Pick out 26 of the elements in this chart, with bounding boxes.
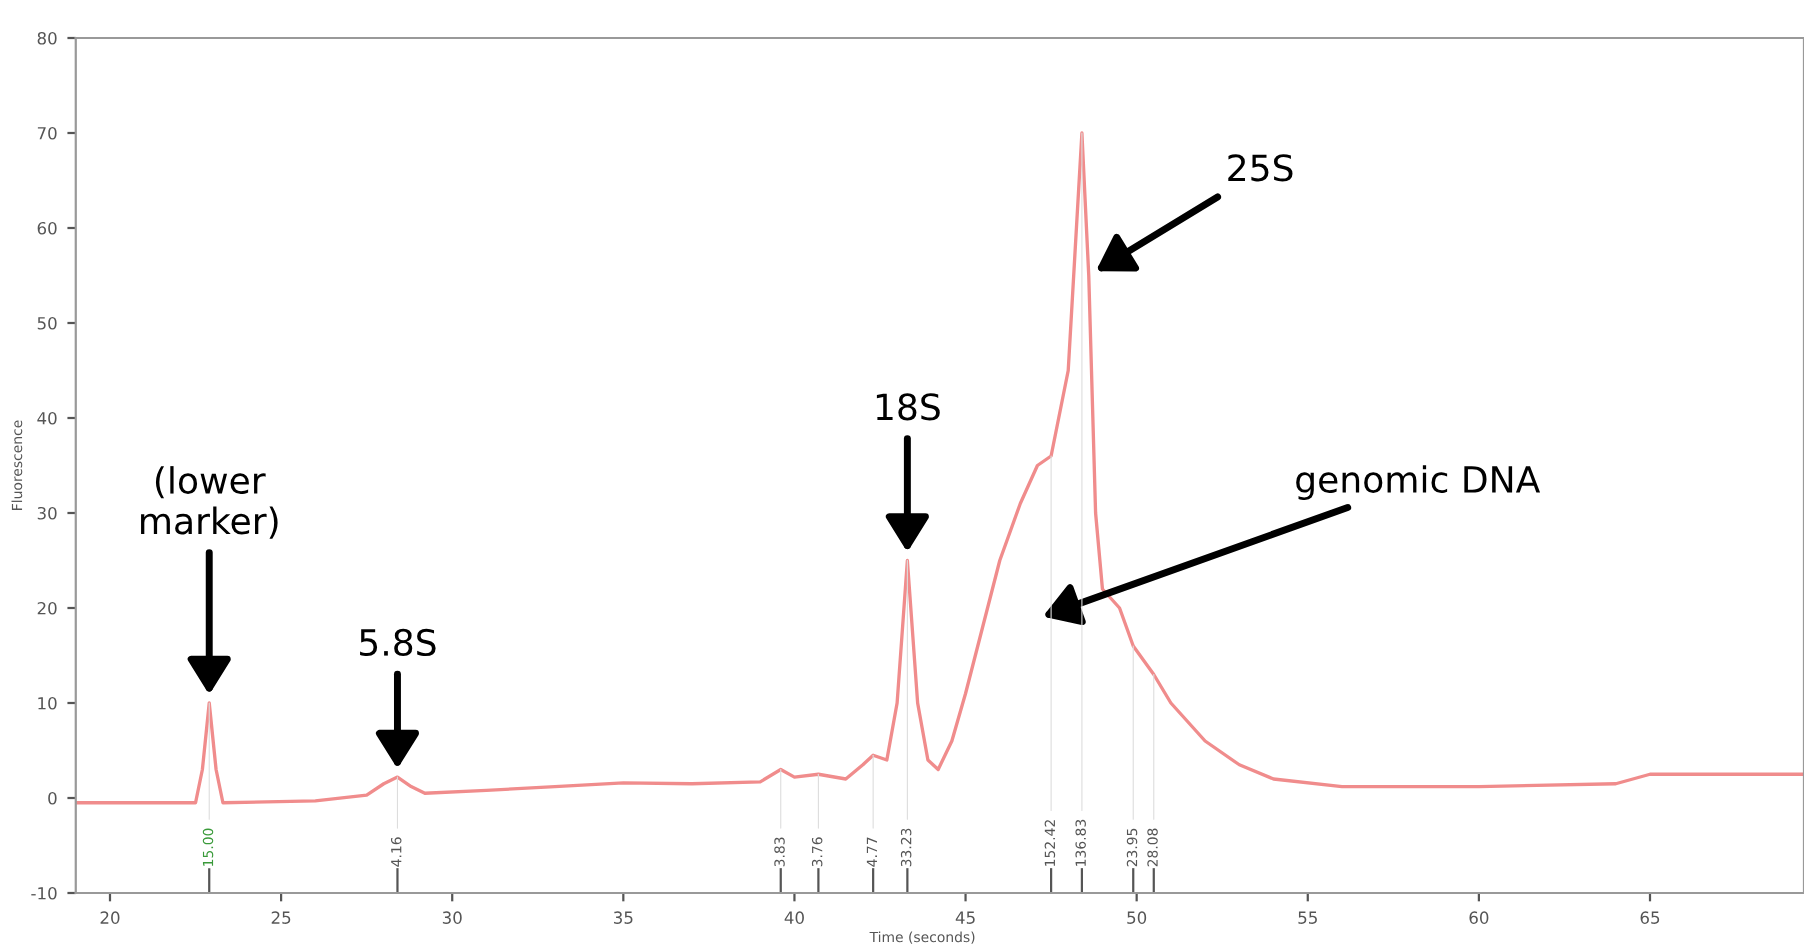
y-tick-label: 60 [37, 221, 57, 235]
x-tick-label: 60 [1469, 911, 1489, 924]
y-tick-label: 30 [37, 506, 57, 520]
x-tick-label: 40 [784, 911, 804, 924]
annotation: 5.8S [360, 628, 436, 657]
y-tick-label: 40 [37, 411, 57, 425]
annotation: genomic DNA [1296, 465, 1541, 501]
line-series [75, 131, 1804, 805]
y-tick-label: 0 [48, 791, 57, 805]
annotation: (lower marker) [141, 466, 278, 539]
x-tick-label: 30 [442, 911, 462, 924]
y-tick-label: 50 [37, 316, 57, 330]
y-tick-label: 70 [37, 126, 57, 140]
x-tick-label: 55 [1298, 911, 1317, 924]
y-tick-label: -10 [31, 886, 57, 900]
x-tick-label: 35 [613, 911, 633, 924]
x-tick-label: 20 [100, 911, 120, 924]
x-tick-label: 65 [1640, 911, 1660, 924]
x-tick-label: 50 [1127, 911, 1147, 924]
y-tick-label: 20 [37, 601, 57, 615]
x-tick-label: 45 [955, 911, 975, 924]
y-tick-label: 10 [38, 696, 57, 710]
y-tick-label: 80 [37, 31, 57, 45]
annotation: 18S [876, 393, 940, 421]
annotation: 25S [1228, 154, 1293, 182]
x-tick-label: 25 [271, 911, 291, 924]
